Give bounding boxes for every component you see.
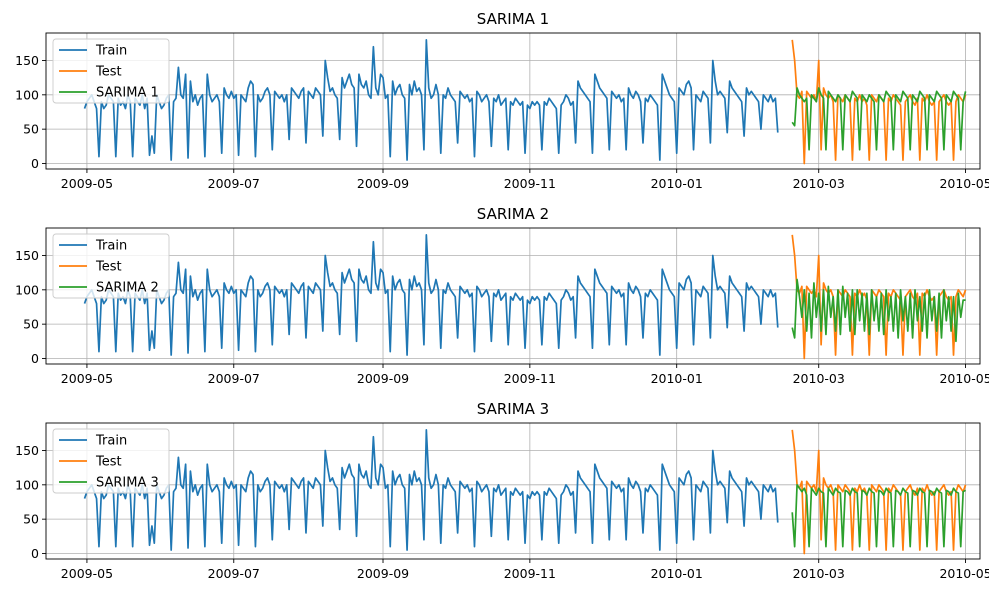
chart2-xtick-label-3: 2009-11 (504, 371, 556, 386)
chart1-legend-box (52, 38, 170, 104)
chart1-legend-label-model: SARIMA 1 (96, 86, 159, 101)
chart3-legend-label-test: Test (95, 455, 122, 470)
chart1-xtick-label-2: 2009-09 (357, 176, 409, 191)
chart2-series-model (791, 278, 966, 343)
chart3-legend-label-train: Train (95, 434, 127, 449)
chart1-legend-label-test: Test (95, 65, 122, 80)
chart1-ytick-label-0: 0 (31, 156, 39, 171)
chart3-xtick-label-5: 2010-03 (793, 566, 845, 581)
chart3-xtick-label-3: 2009-11 (504, 566, 556, 581)
chart1-legend-label-train: Train (95, 44, 127, 59)
chart2-ytick-label-3: 150 (15, 248, 39, 263)
chart2-ytick-label-0: 0 (31, 351, 39, 366)
chart2-title: SARIMA 2 (477, 205, 549, 223)
chart1-title: SARIMA 1 (477, 10, 549, 28)
chart3-title: SARIMA 3 (477, 400, 549, 418)
chart2-xtick-label-1: 2009-07 (208, 371, 260, 386)
chart3-xtick-label-4: 2010-01 (651, 566, 703, 581)
chart3-ytick-label-2: 100 (15, 477, 39, 492)
chart2-legend-label-train: Train (95, 239, 127, 254)
chart2-legend: Train Test SARIMA 2 (52, 233, 170, 299)
chart1-xtick-label-6: 2010-05 (939, 176, 989, 191)
chart1-xtick-label-4: 2010-01 (651, 176, 703, 191)
chart2-ytick-label-1: 50 (23, 317, 39, 332)
chart3-ytick-label-0: 0 (31, 546, 39, 561)
chart1-axes-frame (45, 32, 981, 170)
chart1-xtick-label-0: 2009-05 (61, 176, 113, 191)
chart2-xtick-label-6: 2010-05 (939, 371, 989, 386)
chart2-xtick-label-4: 2010-01 (651, 371, 703, 386)
chart2-xtick-label-5: 2010-03 (793, 371, 845, 386)
chart1-series-model (791, 87, 967, 151)
chart1-ytick-label-3: 150 (15, 53, 39, 68)
chart2-ytick-label-2: 100 (15, 282, 39, 297)
chart3-series-test (791, 429, 967, 555)
chart3: 2009-05 2009-07 2009-09 2009-11 2010-01 2010-… (15, 400, 989, 581)
chart1-ytick-label-1: 50 (23, 122, 39, 137)
chart3-xtick-label-2: 2009-09 (357, 566, 409, 581)
chart2-axes-frame (45, 227, 981, 365)
chart3-ytick-label-3: 150 (15, 443, 39, 458)
chart2-xtick-label-0: 2009-05 (61, 371, 113, 386)
chart2-series-train (83, 234, 779, 356)
chart3-axes-frame (45, 422, 981, 560)
chart1-xtick-label-1: 2009-07 (208, 176, 260, 191)
chart1-xtick-label-3: 2009-11 (504, 176, 556, 191)
chart3-series-train (83, 429, 779, 551)
chart2-legend-label-model: SARIMA 2 (96, 281, 159, 296)
chart1-series-train (83, 39, 779, 161)
chart3-xtick-label-1: 2009-07 (208, 566, 260, 581)
chart1-xtick-label-5: 2010-03 (793, 176, 845, 191)
chart2: 2009-05 2009-07 2009-09 2009-11 2010-01 2010-… (15, 205, 989, 386)
chart3-series-model (791, 483, 966, 548)
chart3-legend-label-model: SARIMA 3 (96, 476, 159, 491)
chart3-xtick-label-6: 2010-05 (939, 566, 989, 581)
chart2-xtick-label-2: 2009-09 (357, 371, 409, 386)
chart3-legend-box (52, 428, 170, 494)
chart3-xtick-label-0: 2009-05 (61, 566, 113, 581)
chart2-legend-label-test: Test (95, 260, 122, 275)
chart1: 2009-05 2009-07 2009-09 2009-11 2010-01 2010-… (15, 10, 989, 191)
chart2-series-test (791, 234, 967, 360)
chart3-legend: Train Test SARIMA 3 (52, 428, 170, 494)
chart2-legend-box (52, 233, 170, 299)
chart1-legend: Train Test SARIMA 1 (52, 38, 170, 104)
chart3-ytick-label-1: 50 (23, 512, 39, 527)
chart1-ytick-label-2: 100 (15, 87, 39, 102)
